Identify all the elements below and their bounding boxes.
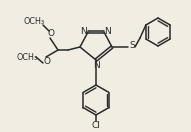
Text: N: N — [81, 27, 87, 36]
Text: O: O — [44, 56, 50, 65]
Text: O: O — [48, 29, 54, 39]
Text: Cl: Cl — [91, 121, 100, 131]
Text: OCH₃: OCH₃ — [23, 16, 45, 25]
Text: OCH₃: OCH₃ — [16, 53, 38, 62]
Text: S: S — [129, 41, 135, 51]
Text: N: N — [94, 60, 100, 70]
Text: N: N — [105, 27, 111, 36]
